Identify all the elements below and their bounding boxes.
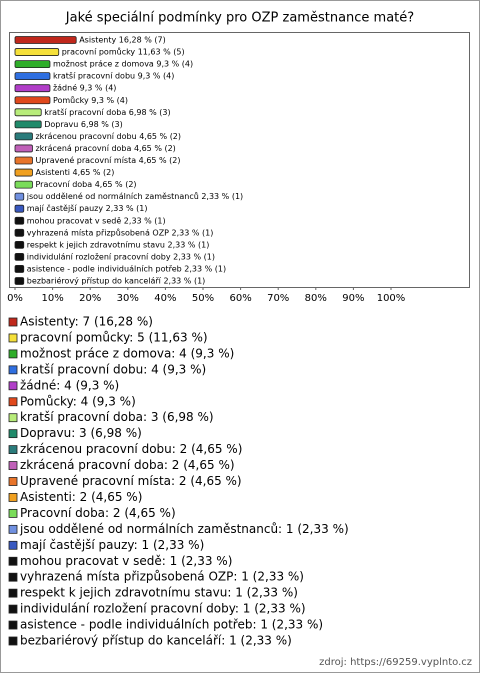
legend-label: žádné: 4 (9,3 %) [20,378,119,392]
legend-swatch [8,317,18,327]
bar [14,240,25,249]
legend-swatch [8,620,18,630]
legend-swatch [8,556,18,566]
bar [14,72,51,81]
legend-label: Upravené pracovní místa: 2 (4,65 %) [20,474,242,488]
bar-label: Asistenty 16,28 % (7) [79,36,166,45]
legend-swatch [8,365,18,375]
bar [14,168,33,177]
bar [14,204,25,213]
x-tick-label: 0% [7,293,23,304]
legend-label: zkrácená pracovní doba: 2 (4,65 %) [20,458,235,472]
legend-swatch [8,445,18,455]
legend-label: zkrácenou pracovní dobu: 2 (4,65 %) [20,442,242,456]
bar-label: mohou pracovat v sedě 2,33 % (1) [27,216,166,225]
source: zdroj: https://69259.vyplnto.cz [319,657,472,668]
legend-swatch [8,349,18,359]
bar-label: Dopravu 6,98 % (3) [44,120,123,129]
bar [14,144,33,153]
bar [14,252,25,261]
legend-swatch [8,333,18,343]
legend-label: respekt k jejich zdravotnímu stavu: 1 (2… [20,586,298,600]
bar-label: Upravené pracovní místa 4,65 % (2) [35,155,180,165]
x-tick-label: 60% [229,293,251,304]
legend-swatch [8,540,18,550]
legend-label: individulání rozložení pracovní doby: 1 … [20,602,306,616]
legend-label: vyhrazená místa přizpůsobená OZP: 1 (2,3… [20,570,304,584]
bar [14,108,42,117]
bar [14,192,25,201]
chart-title: Jaké speciální podmínky pro OZP zaměstna… [65,11,414,26]
bar-label: vyhrazená místa přizpůsobená OZP 2,33 % … [27,227,214,237]
bar [14,156,33,165]
legend-swatch [8,397,18,407]
legend-label: asistence - podle individuálních potřeb:… [20,618,323,632]
legend-swatch [8,524,18,534]
x-tick-label: 50% [192,293,214,304]
bar [14,84,51,93]
legend-swatch [8,413,18,423]
bar [14,120,42,129]
bar [14,180,33,189]
x-tick-label: 20% [79,293,101,304]
bar-label: bezbariérový přístup do kanceláří 2,33 %… [27,276,206,286]
bar-label: Pomůcky 9,3 % (4) [53,95,128,105]
legend-label: Dopravu: 3 (6,98 %) [20,426,142,440]
bar-label: kratší pracovní doba 6,98 % (3) [44,107,170,117]
legend-swatch [8,604,18,614]
legend-swatch [8,636,18,646]
bar [14,265,25,273]
bar-label: pracovní pomůcky 11,63 % (5) [62,47,185,57]
x-tick-label: 30% [117,293,139,304]
legend-swatch [8,588,18,598]
bar [14,132,33,141]
x-tick-label: 70% [267,293,289,304]
bar [14,96,51,105]
bar-label: respekt k jejich zdravotnímu stavu 2,33 … [27,240,210,249]
bar-label: Pracovní doba 4,65 % (2) [35,180,136,189]
legend-label: kratší pracovní dobu: 4 (9,3 %) [20,362,206,376]
x-tick-label: 100% [377,293,406,304]
bar-label: zkrácenou pracovní dobu 4,65 % (2) [35,132,181,141]
bar-label: zkrácená pracovní doba 4,65 % (2) [35,144,175,153]
legend-label: mají častější pauzy: 1 (2,33 %) [20,538,204,552]
legend-label: jsou oddělené od normálních zaměstnanců:… [19,522,349,536]
bar-label: možnost práce z domova 9,3 % (4) [53,60,193,69]
legend-label: kratší pracovní doba: 3 (6,98 %) [20,410,214,424]
bar-label: asistence - podle individuálních potřeb … [27,264,226,273]
legend-swatch [8,508,18,518]
bar-label: kratší pracovní dobu 9,3 % (4) [53,71,174,81]
bar [14,48,60,56]
legend-label: Asistenti: 2 (4,65 %) [20,490,142,504]
plot-area [9,32,470,288]
legend-label: Pracovní doba: 2 (4,65 %) [20,506,176,520]
legend-swatch [8,381,18,391]
bar [14,36,77,44]
bar-label: Asistenti 4,65 % (2) [35,168,114,177]
legend-swatch [8,429,18,439]
legend-label: mohou pracovat v sedě: 1 (2,33 %) [20,554,232,568]
legend-swatch [8,572,18,582]
legend-label: bezbariérový přístup do kanceláří: 1 (2,… [20,634,292,648]
bar-label: žádné 9,3 % (4) [53,83,116,93]
bar [14,216,25,225]
legend-label: Pomůcky: 4 (9,3 %) [20,394,136,408]
x-tick-label: 10% [41,293,63,304]
x-tick-label: 90% [342,293,364,304]
bar-label: jsou oddělené od normálních zaměstnanců … [26,191,243,201]
bar [14,228,25,237]
x-tick-label: 80% [305,293,327,304]
legend-swatch [8,477,18,486]
bar-label: mají častější pauzy 2,33 % (1) [27,203,148,213]
legend-label: Asistenty: 7 (16,28 %) [20,315,153,329]
legend-swatch [8,493,18,502]
legend-label: pracovní pomůcky: 5 (11,63 %) [20,330,208,344]
bar-label: individulání rozložení pracovní doby 2,3… [27,252,215,261]
x-tick-label: 40% [154,293,176,304]
bar [14,60,51,68]
legend-label: možnost práce z domova: 4 (9,3 %) [20,346,234,360]
bar [14,277,25,285]
legend-swatch [8,461,18,470]
